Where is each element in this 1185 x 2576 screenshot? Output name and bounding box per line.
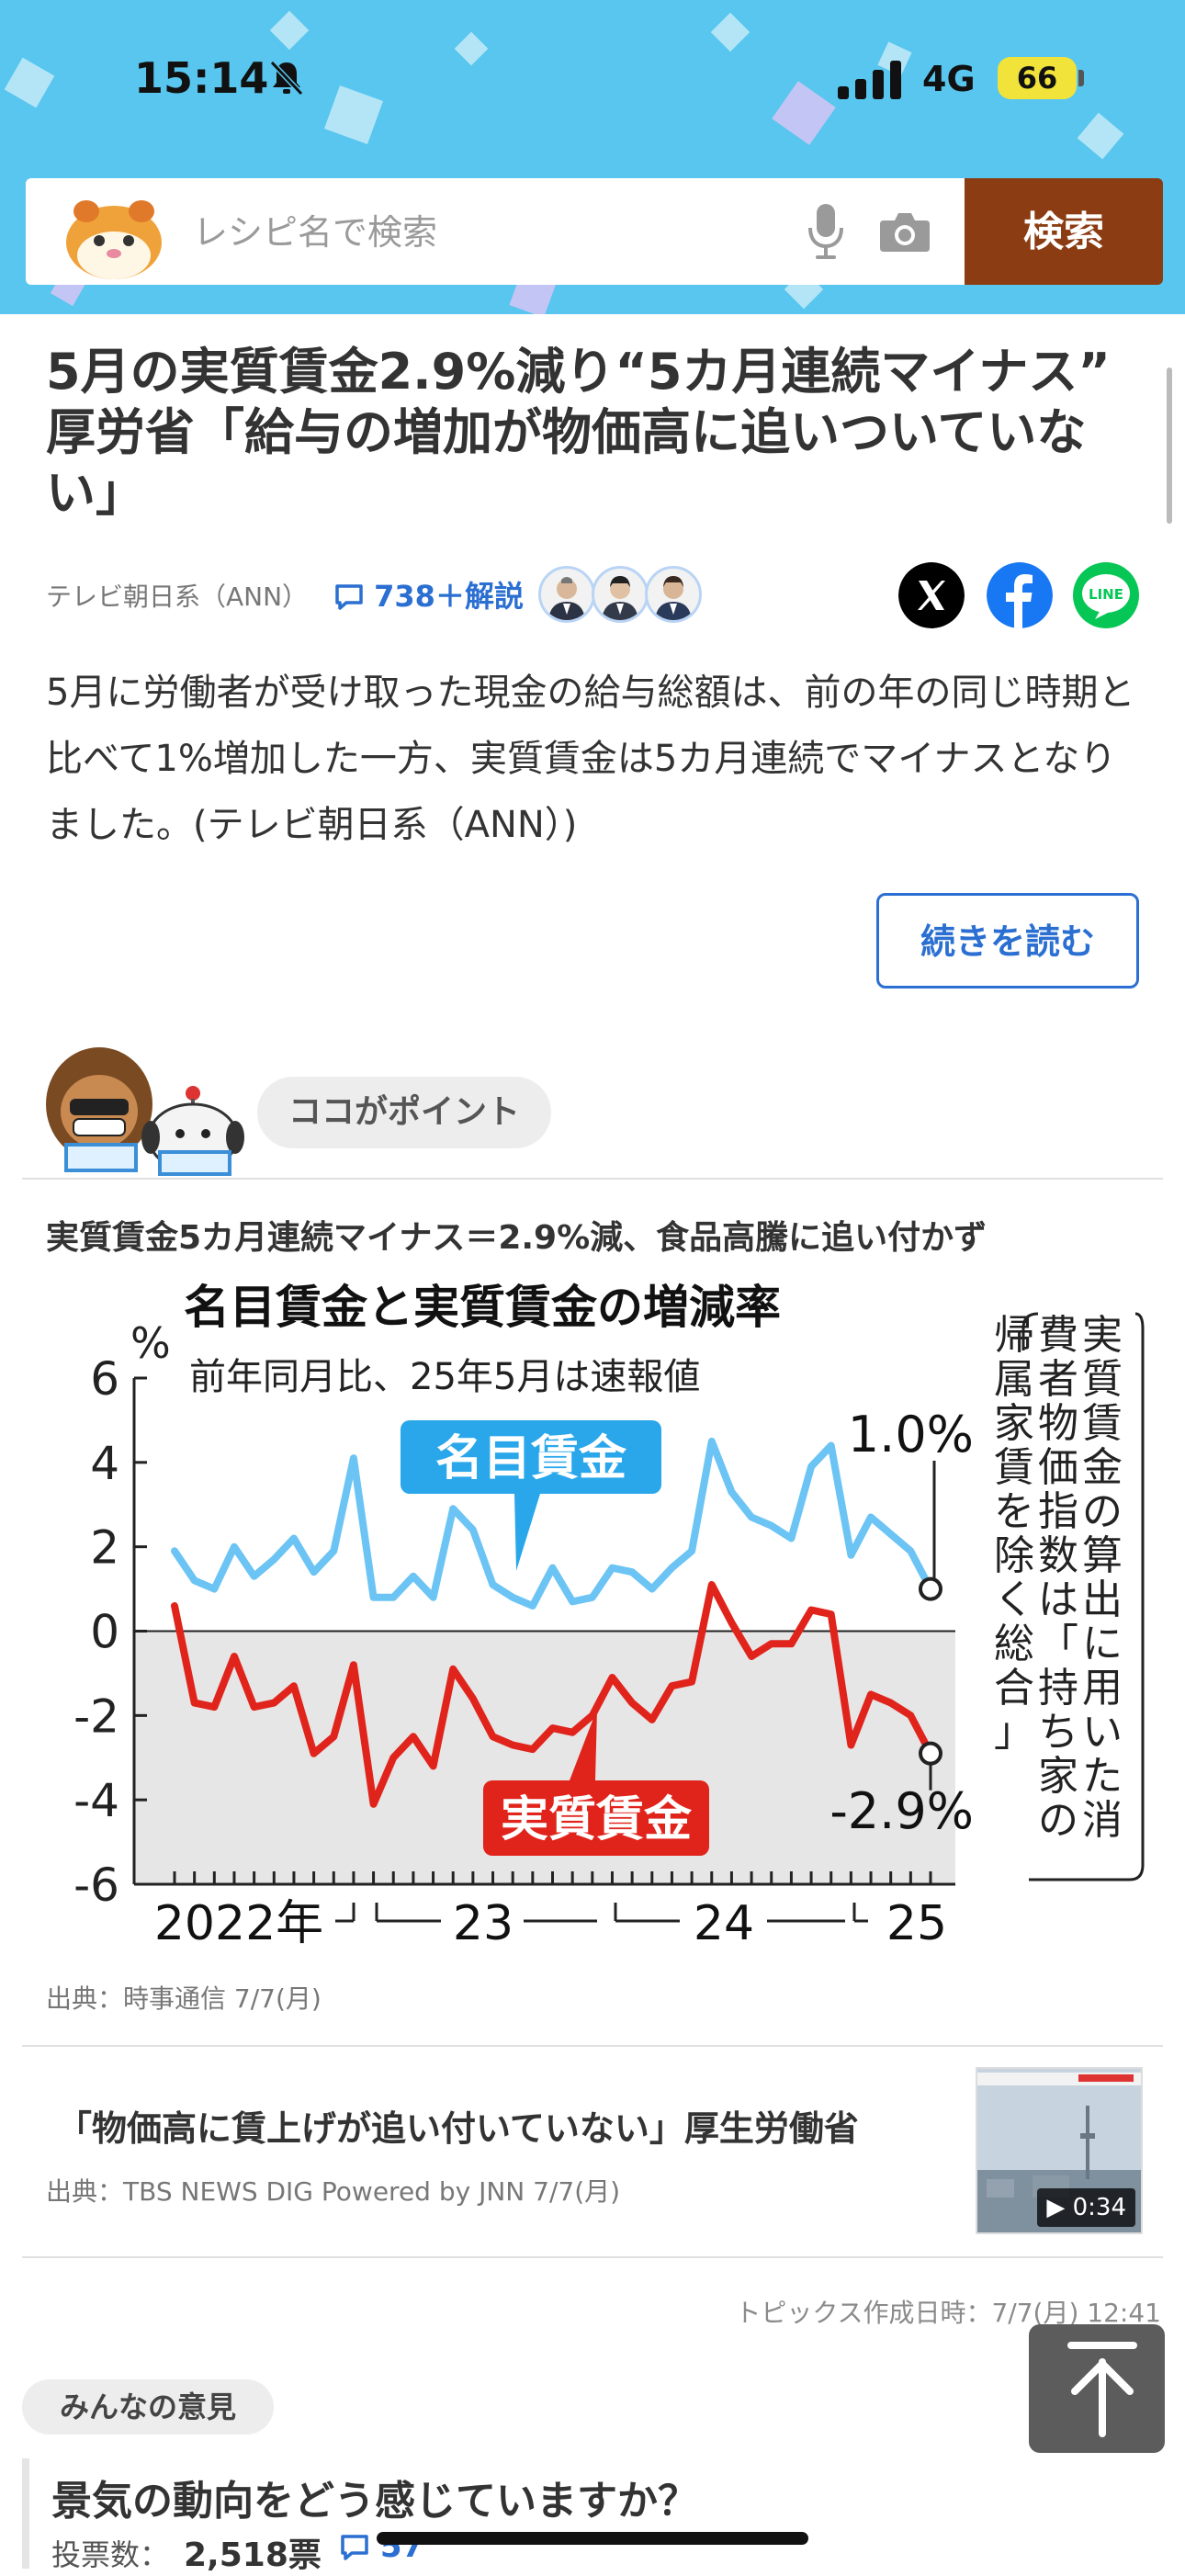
- point-label: ココがポイント: [257, 1077, 551, 1148]
- battery-tip: [1078, 70, 1084, 86]
- series-label-pointer: [570, 1709, 597, 1780]
- x-tick-label: 2022年: [154, 1896, 323, 1948]
- y-tick-label: 4: [90, 1437, 119, 1490]
- commentator-avatar[interactable]: [538, 566, 595, 623]
- series-label-pointer: [514, 1494, 540, 1571]
- end-value-label: 1.0%: [848, 1406, 974, 1463]
- signal-bars-icon: [838, 61, 901, 99]
- point-headline[interactable]: 実質賃金5カ月連続マイナス＝2.9%減、食品高騰に追い付かず: [46, 1219, 988, 1257]
- divider: [22, 1178, 1163, 1180]
- chart-credit: 出典：時事通信 7/7(月): [46, 1983, 322, 2014]
- end-value-label: -2.9%: [830, 1782, 974, 1840]
- battery-level: 66: [998, 57, 1077, 99]
- side-note-bracket: [1021, 1312, 1039, 1350]
- y-tick-label: -2: [73, 1689, 119, 1743]
- confetti: [454, 31, 489, 66]
- confetti: [1077, 112, 1124, 160]
- confetti: [710, 12, 750, 52]
- y-tick-label: -6: [73, 1859, 119, 1912]
- bell-slash-icon: [269, 60, 304, 96]
- opinion-accent-bar: [22, 2458, 29, 2569]
- poll-votes-label: 投票数：: [51, 2537, 170, 2572]
- status-time: 15:14: [134, 53, 269, 103]
- search-input[interactable]: [191, 202, 783, 263]
- search-button[interactable]: 検索: [965, 178, 1163, 285]
- y-tick-label: -4: [73, 1774, 119, 1827]
- related-article-title[interactable]: 「物価高に賃上げが追い付いていない」厚生労働省: [57, 2108, 859, 2149]
- wage-chart: 6 4 2 0 -2 -4 -6 2022年 23 24 25 % 名目賃金と実質賃金の増減率 前…: [73, 1281, 1145, 1948]
- mic-icon[interactable]: [807, 202, 845, 261]
- topics-created-time: トピックス作成日時：7/7(月) 12:41: [735, 2298, 1161, 2328]
- side-note-column: 費者物価指数は「持ち家の: [1038, 1312, 1078, 1844]
- article-title[interactable]: 5月の実質賃金2.9%減り“5カ月連続マイナス” 厚労省「給与の増加が物価高に追…: [46, 343, 1160, 522]
- article-source: テレビ朝日系（ANN）: [46, 582, 309, 612]
- camera-icon[interactable]: [878, 209, 931, 254]
- x-logo-icon[interactable]: [898, 562, 965, 628]
- search-box: [26, 178, 965, 285]
- comment-link[interactable]: 738＋解説: [334, 573, 524, 616]
- series-line-nominal: [171, 1437, 934, 1610]
- side-note-column: 実質賃金の算出に用いた消: [1082, 1312, 1123, 1844]
- speech-bubble-icon: [335, 584, 363, 610]
- y-tick-label: 0: [90, 1606, 119, 1659]
- y-tick-label: 2: [90, 1521, 119, 1575]
- related-article-source: 出典：TBS NEWS DIG Powered by JNN 7/7(月): [46, 2176, 621, 2207]
- scroll-to-top-button[interactable]: [1029, 2324, 1165, 2453]
- arrow-up-icon: [1067, 2342, 1137, 2437]
- x-tick-label: 25: [886, 1896, 947, 1948]
- side-note-bracket: [1029, 1312, 1145, 1881]
- read-more-button[interactable]: 続きを読む: [876, 893, 1139, 989]
- confetti: [772, 81, 836, 145]
- svg-text:LINE: LINE: [1089, 586, 1123, 603]
- facebook-logo-icon[interactable]: [987, 562, 1053, 628]
- scroll-indicator: [1167, 367, 1172, 524]
- series-label-box: [483, 1780, 709, 1856]
- poll-votes: 2,518票: [184, 2536, 322, 2574]
- divider: [22, 2256, 1163, 2258]
- chart-title: 名目賃金と実質賃金の増減率: [184, 1281, 781, 1334]
- end-marker: [919, 1576, 942, 1601]
- y-tick-label: 6: [90, 1352, 119, 1406]
- series-name-label: 名目賃金: [435, 1431, 627, 1486]
- series-line-real: [171, 1581, 934, 1808]
- x-tick-label: 24: [694, 1896, 754, 1948]
- commentator-avatar[interactable]: [592, 566, 649, 623]
- end-marker: [919, 1741, 942, 1766]
- comment-count: 738＋解説: [374, 579, 524, 614]
- series-label-box: [401, 1420, 661, 1494]
- hamster-mascot-icon: [66, 200, 162, 279]
- divider: [22, 2045, 1163, 2047]
- side-note-column: 帰属家賃を除く総合」: [994, 1312, 1034, 1756]
- chart-subtitle: 前年同月比、25年5月は速報値: [189, 1356, 700, 1398]
- network-type: 4G: [922, 59, 976, 99]
- poll-question[interactable]: 景気の動向をどう感じていますか？: [51, 2478, 698, 2525]
- series-name-label: 実質賃金: [501, 1792, 693, 1847]
- y-axis-unit: %: [130, 1318, 171, 1368]
- speech-bubble-icon: [341, 2535, 368, 2560]
- related-video-thumbnail[interactable]: ▶ 0:34: [976, 2067, 1143, 2234]
- video-duration: ▶ 0:34: [1037, 2188, 1135, 2227]
- line-logo-icon[interactable]: LINE: [1073, 562, 1139, 628]
- mascot-reading-icon: [46, 1047, 244, 1176]
- confetti: [323, 85, 384, 145]
- opinion-label: みんなの意見: [22, 2379, 274, 2435]
- confetti: [269, 10, 310, 51]
- confetti: [4, 57, 55, 108]
- x-tick-label: 23: [453, 1896, 514, 1948]
- home-indicator: [377, 2532, 808, 2545]
- commentator-avatar[interactable]: [645, 566, 702, 623]
- article-summary[interactable]: 5月に労働者が受け取った現金の給与総額は、前の年の同じ時期と比べて1%増加した一…: [46, 672, 1135, 846]
